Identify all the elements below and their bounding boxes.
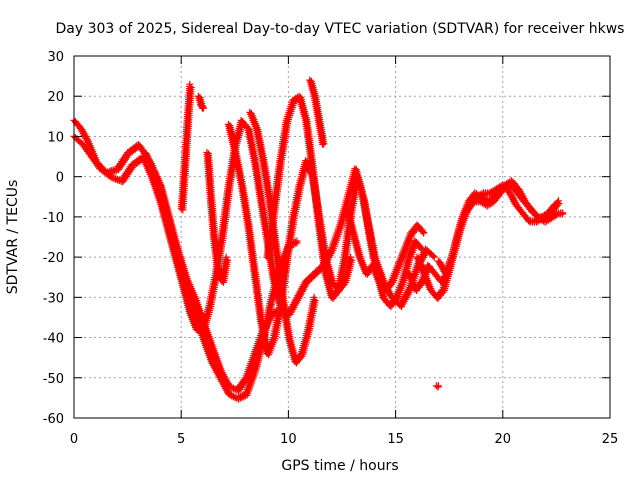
series-track-14: [435, 181, 559, 278]
x-tick-label: 5: [177, 432, 185, 447]
y-axis-label: SDTVAR / TECUs: [5, 180, 21, 295]
series-track-11: [344, 213, 428, 294]
y-tick-label: 0: [56, 171, 64, 186]
plot-frame: [73, 55, 611, 419]
x-tick-labels: 0 5 10 15 20 25: [70, 432, 618, 447]
series-track-9: [263, 92, 426, 311]
y-tick-label: -30: [43, 291, 64, 306]
y-tick-label: -60: [43, 412, 64, 427]
x-axis-label: GPS time / hours: [281, 458, 398, 474]
scatter-mark: [432, 382, 442, 391]
scatter-mark: [435, 181, 559, 278]
scatter-mark: [306, 76, 328, 148]
x-tick-label: 25: [602, 432, 619, 447]
series-track-15: [432, 382, 442, 391]
scatter-mark: [203, 149, 231, 286]
y-tick-label: -20: [43, 251, 64, 266]
y-tick-label: -10: [43, 211, 64, 226]
scatter-mark: [177, 80, 195, 214]
series-track-10: [306, 76, 328, 148]
data-marks: [70, 76, 567, 403]
x-tick-label: 15: [387, 432, 404, 447]
y-tick-label: 20: [47, 90, 64, 105]
y-tick-label: 10: [47, 130, 64, 145]
scatter-mark: [344, 213, 428, 294]
y-tick-labels: 30 20 10 0 -10 -20 -30 -40 -50 -60: [43, 50, 64, 427]
scatter-mark: [413, 181, 563, 302]
x-tick-label: 10: [280, 432, 297, 447]
grid: [74, 56, 610, 418]
scatter-mark: [263, 92, 426, 311]
axis-ticks: [73, 55, 611, 419]
y-tick-label: -50: [43, 372, 64, 387]
series-track-12: [413, 181, 563, 302]
series-track-5: [194, 92, 207, 112]
x-tick-label: 20: [495, 432, 512, 447]
y-tick-label: -40: [43, 332, 64, 347]
x-tick-label: 0: [70, 432, 78, 447]
chart-title: Day 303 of 2025, Sidereal Day-to-day VTE…: [56, 21, 625, 37]
series-track-6: [203, 149, 231, 286]
y-tick-label: 30: [47, 50, 64, 65]
scatter-mark: [194, 92, 207, 112]
series-track-4: [177, 80, 195, 214]
